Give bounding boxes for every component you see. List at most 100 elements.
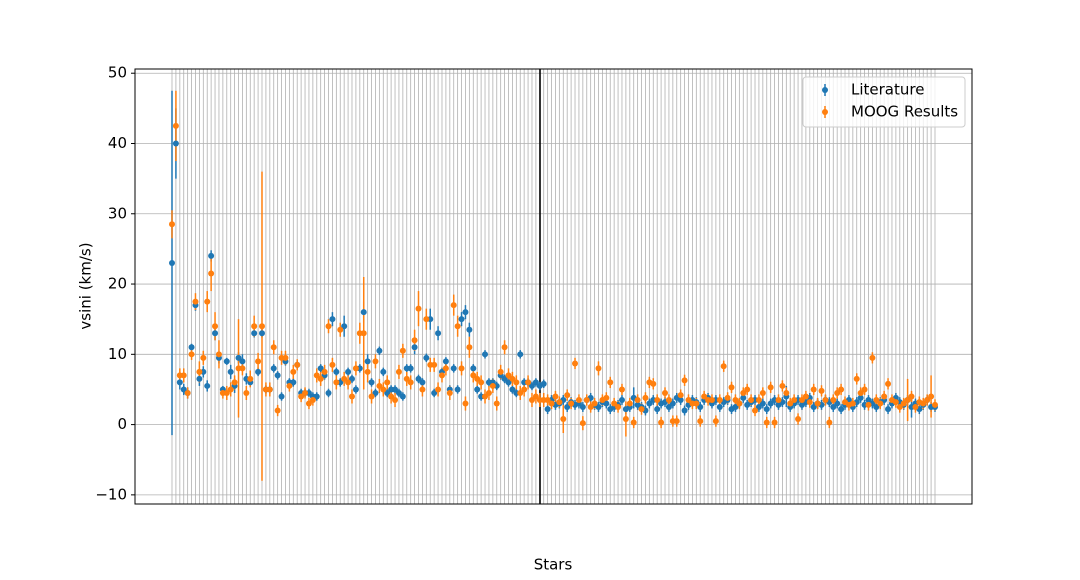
data-point	[399, 393, 406, 400]
data-point	[728, 384, 735, 391]
data-point	[532, 393, 539, 400]
data-point	[466, 326, 473, 333]
data-point	[294, 361, 301, 368]
data-point	[360, 330, 367, 337]
y-tick-label: 50	[108, 64, 127, 82]
data-point	[392, 396, 399, 403]
data-point	[810, 386, 817, 393]
legend-box	[802, 76, 966, 128]
data-point	[806, 399, 813, 406]
data-point	[556, 399, 563, 406]
data-point	[251, 330, 258, 337]
data-point	[826, 419, 833, 426]
data-point	[212, 330, 219, 337]
data-point	[575, 396, 582, 403]
data-point	[681, 407, 688, 414]
data-point	[360, 309, 367, 316]
data-point	[368, 393, 375, 400]
data-point	[395, 368, 402, 375]
data-point	[677, 396, 684, 403]
data-point	[169, 221, 175, 228]
data-point	[920, 400, 927, 407]
data-point	[329, 316, 336, 323]
data-point	[763, 419, 770, 426]
data-point	[505, 372, 512, 379]
data-point	[552, 393, 559, 400]
data-point	[411, 344, 418, 351]
data-point	[274, 407, 281, 414]
data-point	[885, 380, 892, 387]
data-point	[450, 365, 457, 372]
data-point	[873, 396, 880, 403]
data-point	[172, 122, 179, 129]
data-point	[364, 358, 371, 365]
data-point	[196, 375, 203, 382]
data-point	[474, 386, 481, 393]
data-point	[928, 393, 935, 400]
data-point	[454, 323, 461, 330]
data-point	[607, 379, 614, 386]
data-point	[857, 389, 864, 396]
data-point	[834, 389, 841, 396]
data-point	[615, 404, 622, 411]
data-point	[869, 354, 876, 361]
data-point	[650, 380, 657, 387]
data-point	[583, 396, 590, 403]
data-point	[924, 396, 931, 403]
data-point	[646, 400, 653, 407]
data-point	[352, 365, 359, 372]
data-point	[618, 386, 625, 393]
data-point	[900, 400, 907, 407]
data-point	[755, 396, 762, 403]
data-point	[485, 389, 492, 396]
data-point	[896, 404, 903, 411]
data-point	[861, 386, 868, 393]
data-point	[595, 365, 602, 372]
data-point	[255, 368, 262, 375]
data-point	[270, 365, 277, 372]
data-point	[169, 259, 175, 266]
data-point	[380, 368, 387, 375]
data-point	[423, 354, 430, 361]
data-point	[732, 404, 739, 411]
data-point	[755, 404, 762, 411]
y-tick-label: 0	[117, 415, 127, 433]
data-point	[274, 372, 281, 379]
data-point	[873, 404, 880, 411]
data-point	[611, 400, 618, 407]
data-point	[442, 365, 449, 372]
data-point	[227, 368, 234, 375]
data-point	[348, 393, 355, 400]
data-point	[697, 404, 704, 411]
data-point	[595, 404, 602, 411]
data-point	[787, 400, 794, 407]
data-point	[724, 394, 731, 401]
y-tick-label: 10	[108, 345, 127, 363]
data-point	[258, 323, 265, 330]
data-point	[810, 404, 817, 411]
data-point	[392, 386, 399, 393]
data-point	[305, 400, 312, 407]
data-point	[227, 386, 234, 393]
data-point	[509, 375, 516, 382]
data-point	[560, 415, 567, 422]
data-point	[767, 400, 774, 407]
data-point	[818, 387, 825, 394]
data-point	[435, 386, 442, 393]
data-point	[419, 379, 426, 386]
data-point	[313, 393, 320, 400]
data-point	[501, 344, 508, 351]
data-point	[544, 396, 551, 403]
data-point	[235, 354, 242, 361]
data-point	[716, 396, 723, 403]
data-point	[865, 396, 872, 403]
data-point	[313, 372, 320, 379]
data-point	[384, 379, 391, 386]
data-point	[212, 323, 219, 330]
data-point	[482, 351, 489, 358]
y-tick-label: −10	[95, 485, 127, 503]
data-point	[802, 393, 809, 400]
data-point	[509, 386, 516, 393]
data-point	[223, 389, 230, 396]
data-point	[654, 396, 661, 403]
